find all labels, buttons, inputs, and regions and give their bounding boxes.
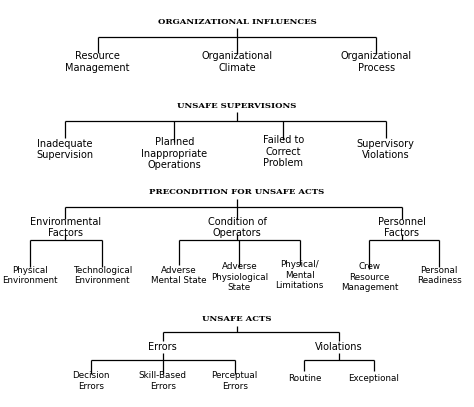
- Text: ORGANIZATIONAL INFLUENCES: ORGANIZATIONAL INFLUENCES: [158, 18, 316, 26]
- Text: Failed to
Correct
Problem: Failed to Correct Problem: [263, 135, 304, 168]
- Text: Routine: Routine: [288, 374, 321, 383]
- Text: Personal
Readiness: Personal Readiness: [417, 266, 462, 285]
- Text: Supervisory
Violations: Supervisory Violations: [357, 139, 415, 160]
- Text: Organizational
Climate: Organizational Climate: [201, 51, 273, 73]
- Text: Personnel
Factors: Personnel Factors: [378, 217, 426, 238]
- Text: Physical
Environment: Physical Environment: [2, 266, 58, 285]
- Text: Skill-Based
Errors: Skill-Based Errors: [139, 371, 187, 391]
- Text: Resource
Management: Resource Management: [65, 51, 130, 73]
- Text: Crew
Resource
Management: Crew Resource Management: [341, 263, 398, 292]
- Text: Environmental
Factors: Environmental Factors: [29, 217, 100, 238]
- Text: Perceptual
Errors: Perceptual Errors: [211, 371, 258, 391]
- Text: Adverse
Physiological
State: Adverse Physiological State: [211, 263, 268, 292]
- Text: Adverse
Mental State: Adverse Mental State: [151, 266, 207, 285]
- Text: Inadequate
Supervision: Inadequate Supervision: [36, 139, 94, 160]
- Text: Decision
Errors: Decision Errors: [72, 371, 109, 391]
- Text: Condition of
Operators: Condition of Operators: [208, 217, 266, 238]
- Text: Violations: Violations: [315, 342, 363, 352]
- Text: Planned
Inappropriate
Operations: Planned Inappropriate Operations: [141, 137, 207, 170]
- Text: PRECONDITION FOR UNSAFE ACTS: PRECONDITION FOR UNSAFE ACTS: [149, 188, 325, 196]
- Text: Exceptional: Exceptional: [348, 374, 400, 383]
- Text: Errors: Errors: [148, 342, 177, 352]
- Text: Technological
Environment: Technological Environment: [73, 266, 132, 285]
- Text: UNSAFE ACTS: UNSAFE ACTS: [202, 315, 272, 323]
- Text: Organizational
Process: Organizational Process: [341, 51, 412, 73]
- Text: UNSAFE SUPERVISIONS: UNSAFE SUPERVISIONS: [177, 102, 297, 110]
- Text: Physical/
Mental
Limitations: Physical/ Mental Limitations: [275, 260, 324, 290]
